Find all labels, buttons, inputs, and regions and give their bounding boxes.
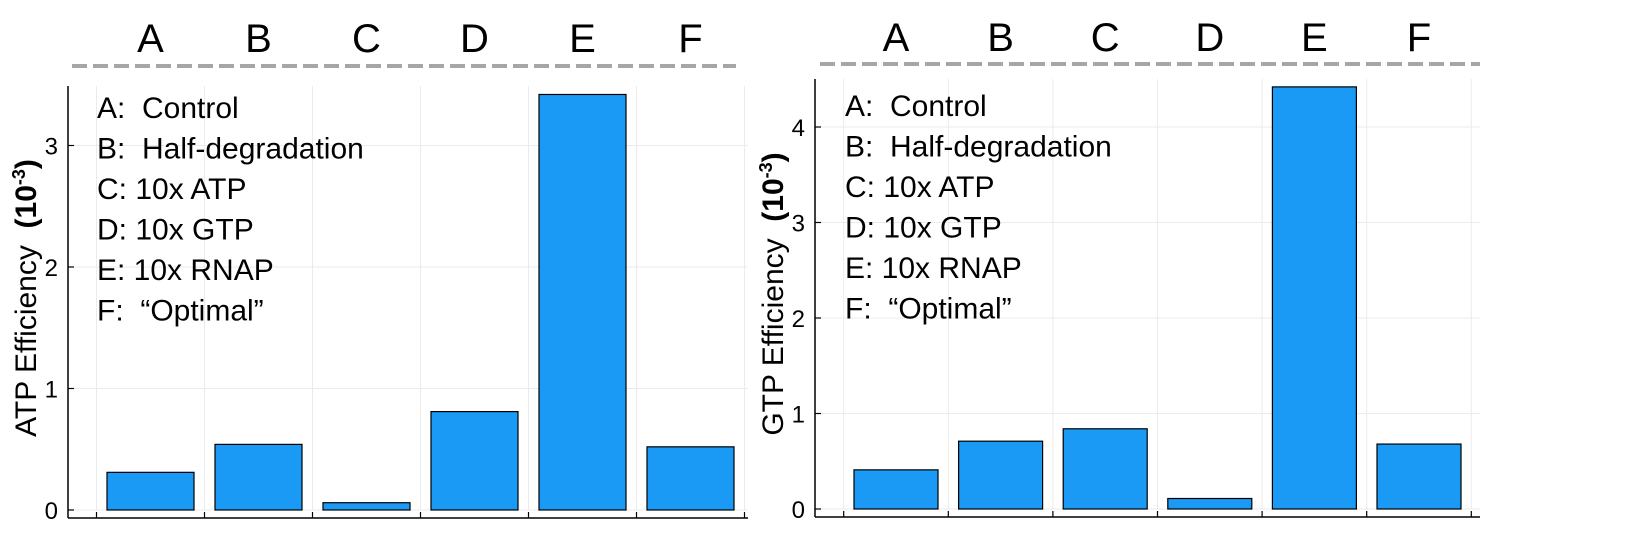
category-label: A: [137, 17, 164, 61]
bar-D: [1167, 497, 1253, 510]
legend-entry: C: 10x ATP: [97, 173, 247, 206]
bar-A: [853, 469, 939, 510]
bar-C: [322, 502, 411, 511]
y-axis-label: ATP Efficiency (10-3): [9, 159, 43, 437]
legend-entry: E: 10x RNAP: [97, 254, 274, 287]
category-label: F: [1407, 16, 1431, 60]
y-tick-label: 2: [45, 255, 58, 282]
legend-entry: F: “Optimal”: [97, 295, 264, 328]
y-axis-unit-close: ): [757, 152, 790, 162]
y-tick-label: 0: [45, 498, 58, 525]
category-label: B: [245, 17, 272, 61]
category-label: C: [1091, 16, 1120, 60]
legend-entry: A: Control: [97, 92, 239, 125]
y-axis-unit-exponent: -3: [9, 169, 29, 185]
y-tick-label: 1: [792, 402, 805, 429]
legend-entry: F: “Optimal”: [845, 293, 1012, 326]
y-tick-label: 0: [792, 497, 805, 524]
bar-A: [106, 471, 195, 511]
y-axis-label-spacer: [10, 228, 43, 245]
y-tick-label: 3: [45, 134, 58, 161]
legend-entry: A: Control: [845, 90, 987, 123]
category-label: A: [883, 16, 910, 60]
bar-D: [430, 410, 519, 511]
y-axis-unit-base: (10: [757, 178, 790, 221]
category-label: C: [352, 17, 381, 61]
bar-E: [1271, 86, 1358, 510]
legend-entry: B: Half-degradation: [845, 131, 1112, 164]
bar-B: [214, 443, 303, 511]
bar-C: [1062, 428, 1148, 510]
y-axis-label-spacer: [757, 222, 790, 239]
category-label: E: [569, 17, 596, 61]
legend-entry: D: 10x GTP: [97, 214, 254, 247]
legend-entry: E: 10x RNAP: [845, 252, 1022, 285]
y-axis-label: GTP Efficiency (10-3): [756, 152, 790, 435]
y-tick-label: 2: [792, 306, 805, 333]
y-axis-label-text: GTP Efficiency: [757, 238, 790, 435]
bar-E: [538, 93, 627, 511]
category-label: D: [1195, 16, 1224, 60]
category-label: F: [678, 17, 702, 61]
y-tick-label: 3: [792, 211, 805, 238]
category-label: E: [1301, 16, 1328, 60]
y-axis-unit-close: ): [10, 159, 43, 169]
y-tick-label: 4: [792, 115, 805, 142]
bar-F: [1376, 443, 1462, 510]
bar-F: [646, 446, 735, 511]
y-axis-label-text: ATP Efficiency: [10, 245, 43, 437]
y-tick-label: 1: [45, 377, 58, 404]
y-axis-unit-base: (10: [10, 185, 43, 228]
legend-entry: C: 10x ATP: [845, 171, 995, 204]
bar-B: [957, 440, 1044, 510]
category-label: D: [460, 17, 489, 61]
category-label: B: [987, 16, 1014, 60]
y-axis-unit-exponent: -3: [756, 162, 776, 178]
legend-entry: D: 10x GTP: [845, 212, 1002, 245]
legend-entry: B: Half-degradation: [97, 133, 364, 166]
